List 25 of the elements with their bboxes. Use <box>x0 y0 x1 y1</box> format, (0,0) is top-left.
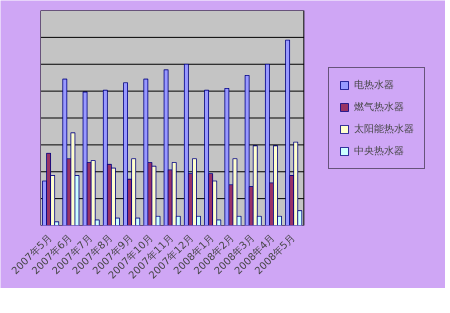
bar <box>273 145 278 226</box>
bar <box>232 158 238 226</box>
bar <box>123 82 128 226</box>
bar <box>131 158 136 226</box>
bar <box>184 64 189 226</box>
bar <box>90 160 96 226</box>
bar <box>172 162 177 226</box>
bar <box>70 132 76 226</box>
bar <box>244 74 250 226</box>
bar <box>82 92 88 226</box>
bar <box>252 145 258 226</box>
bar <box>204 90 210 226</box>
bar <box>110 168 116 226</box>
bar <box>143 78 148 226</box>
bar <box>285 40 290 226</box>
bar <box>152 166 156 226</box>
bar <box>164 69 169 226</box>
legend-label: 中央热水器 <box>354 144 404 158</box>
legend-label: 电热水器 <box>354 78 394 92</box>
bar <box>192 158 197 226</box>
bar <box>264 64 270 226</box>
legend-label: 太阳能热水器 <box>354 122 414 136</box>
bar <box>293 142 298 226</box>
legend-label: 燃气热水器 <box>354 100 404 114</box>
bar <box>224 88 230 226</box>
